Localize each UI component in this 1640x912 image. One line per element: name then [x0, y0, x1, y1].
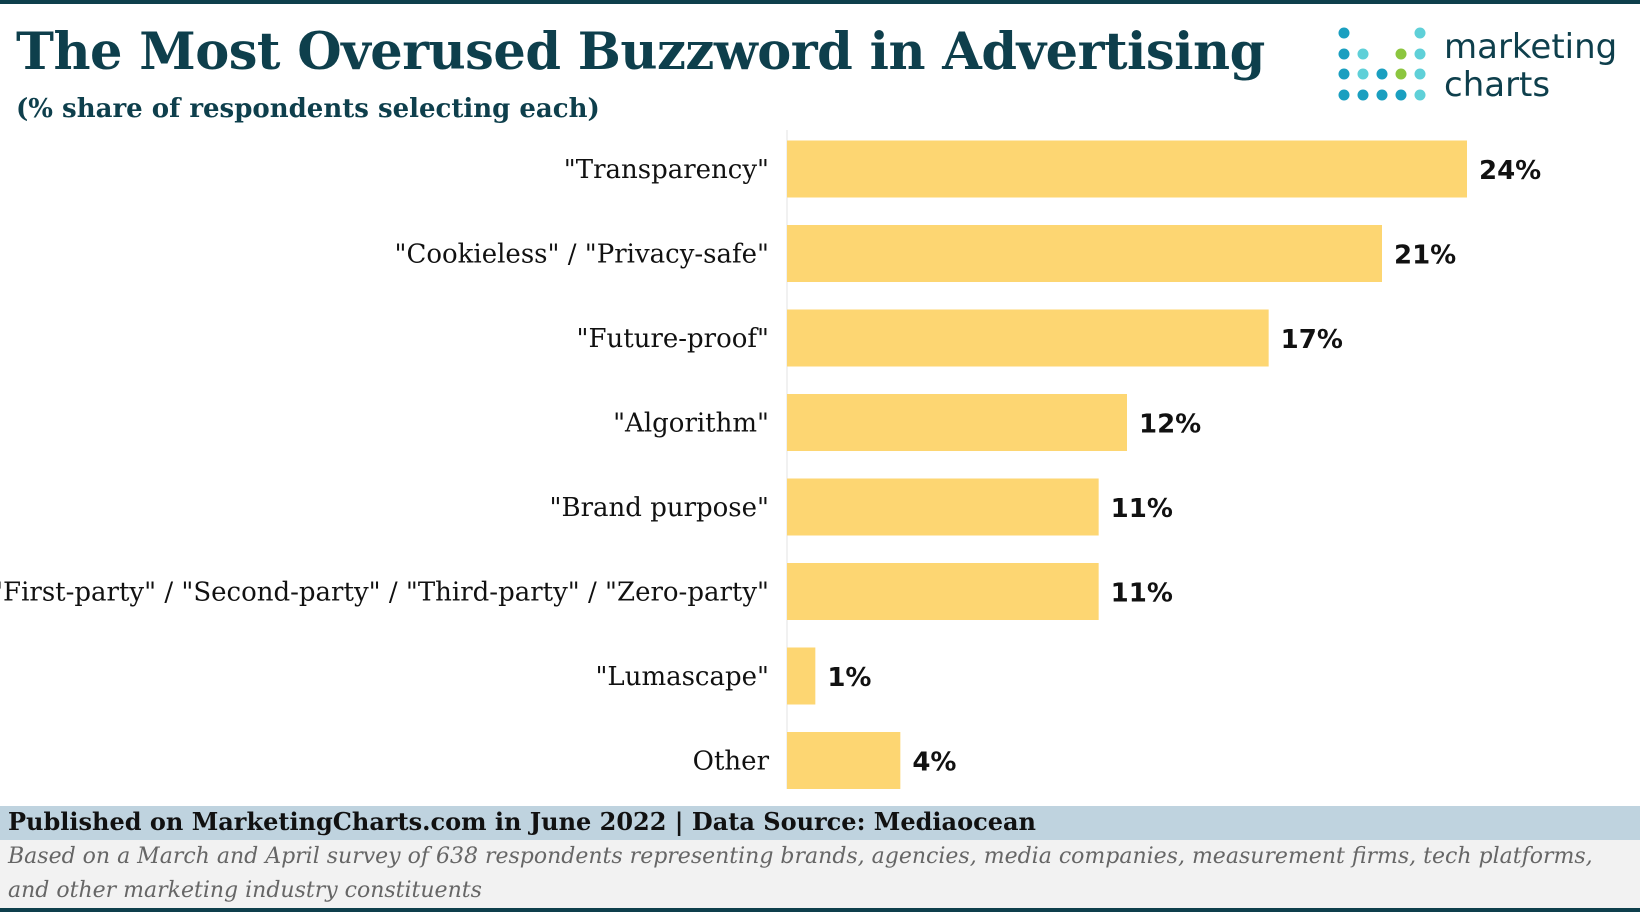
category-label-0: "Transparency" — [564, 155, 769, 185]
bar-2 — [787, 309, 1269, 367]
value-label-3: 12% — [1139, 410, 1201, 440]
bar-1 — [787, 225, 1382, 282]
value-label-2: 17% — [1281, 325, 1343, 355]
bar-4 — [787, 478, 1099, 536]
logo-dots-icon — [1338, 27, 1426, 101]
value-label-4: 11% — [1111, 494, 1173, 524]
methodology-note: Based on a March and April survey of 638… — [8, 844, 1593, 903]
chart-subtitle: (% share of respondents selecting each) — [16, 94, 600, 124]
note-background — [0, 840, 1640, 912]
category-label-6: "Lumascape" — [595, 662, 769, 692]
bar-3 — [787, 394, 1127, 451]
value-label-6: 1% — [827, 663, 871, 693]
footer-band — [0, 806, 1640, 840]
logo-wordmark: marketing charts — [1444, 28, 1617, 104]
value-label-7: 4% — [912, 748, 956, 778]
bar-5 — [787, 563, 1099, 620]
bar-7 — [787, 732, 901, 789]
category-label-7: Other — [693, 747, 770, 777]
top-rule — [0, 0, 1640, 4]
bottom-rule — [0, 908, 1640, 912]
category-label-4: "Brand purpose" — [550, 493, 769, 523]
chart-title: The Most Overused Buzzword in Advertisin… — [16, 22, 1265, 82]
marketingcharts-logo: marketing charts — [1336, 26, 1636, 106]
value-label-1: 21% — [1394, 241, 1456, 271]
bar-0 — [787, 140, 1467, 198]
bar-6 — [787, 647, 816, 705]
category-label-3: "Algorithm" — [613, 409, 769, 439]
value-label-5: 11% — [1111, 579, 1173, 609]
category-label-5: "First-party" / "Second-party" / "Third-… — [0, 578, 769, 608]
logo-line-1: marketing — [1444, 27, 1618, 67]
source-line: Published on MarketingCharts.com in June… — [8, 807, 1036, 836]
category-label-1: "Cookieless" / "Privacy-safe" — [395, 240, 770, 270]
bar-chart: "Transparency" 24% "Cookieless" / "Privacy… — [0, 130, 1541, 789]
value-label-0: 24% — [1479, 156, 1541, 186]
logo-line-2: charts — [1444, 65, 1551, 105]
category-label-2: "Future-proof" — [577, 324, 770, 354]
